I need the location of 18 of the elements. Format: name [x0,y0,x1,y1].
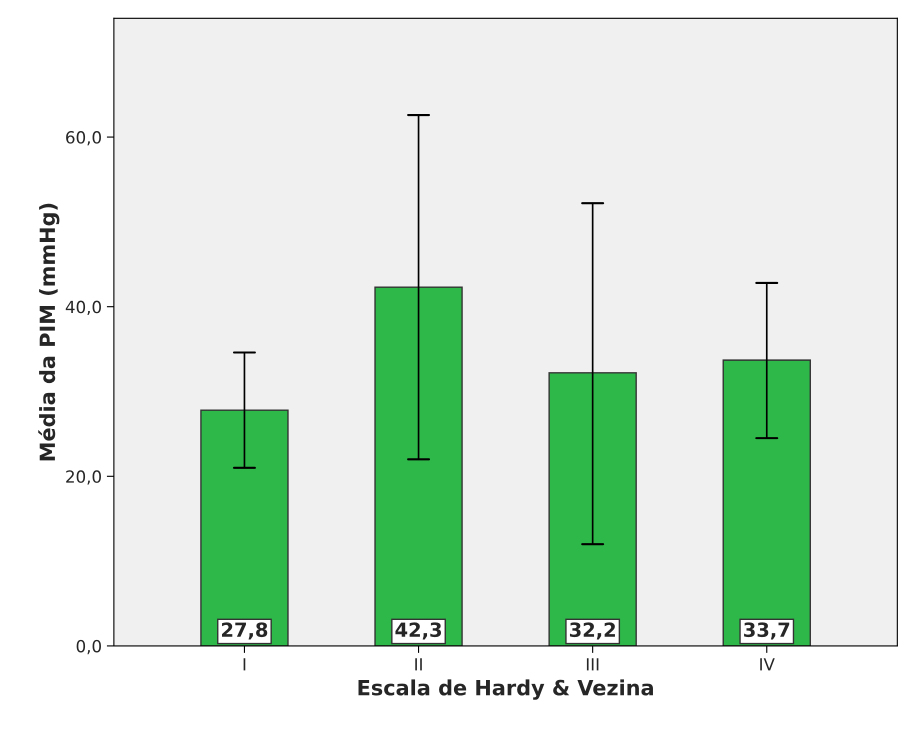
bar [548,372,637,646]
x-tick-label: III [586,658,598,670]
bar [722,359,811,646]
x-axis-title: Escala de Hardy & Vezina [358,679,653,700]
bar [200,409,289,646]
x-tick-label: IV [760,658,775,670]
data-label: 33,7 [744,622,790,640]
x-tick-label: II [415,658,422,670]
y-tick-label: 0,0 [76,640,101,654]
bar [374,286,463,646]
y-axis-title: Média da PIM (mmHg) [38,204,60,460]
data-label: 32,2 [570,622,615,640]
x-tick-label: I [244,658,246,670]
data-label: 42,3 [395,622,441,640]
y-tick-label: 60,0 [66,131,101,146]
y-tick-label: 20,0 [66,470,101,485]
y-tick-label: 40,0 [66,300,101,315]
data-label: 27,8 [222,622,268,640]
